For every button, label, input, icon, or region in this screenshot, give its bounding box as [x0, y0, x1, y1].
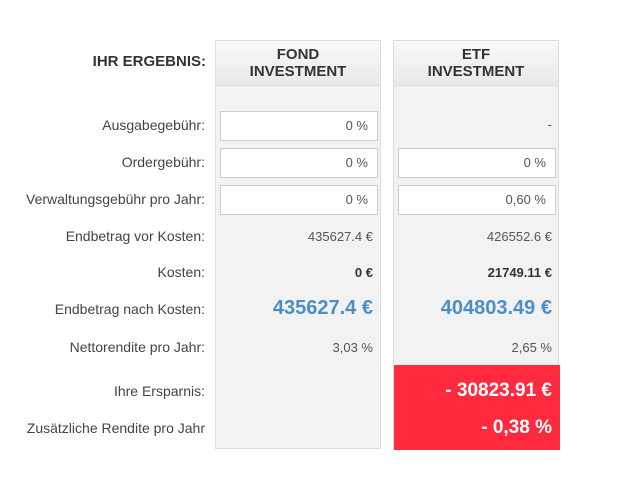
- ordergebuehr-label: Ordergebühr:: [121, 154, 205, 170]
- zusaetzliche-rendite-value: - 0,38 %: [481, 417, 552, 438]
- fond-ordergebuehr-input[interactable]: 0 %: [220, 148, 378, 178]
- etf-title-line1: ETF: [461, 46, 491, 63]
- etf-ordergebuehr-input[interactable]: 0 %: [398, 148, 556, 178]
- endbetrag-vor-kosten-label: Endbetrag vor Kosten:: [65, 228, 205, 244]
- fond-endbetrag-nach-kosten: 435627.4 €: [272, 297, 373, 319]
- verwaltungsgebuehr-label: Verwaltungsgebühr pro Jahr:: [26, 191, 205, 207]
- fond-title-line1: FOND: [276, 46, 320, 63]
- etf-nettorendite: 2,65 %: [511, 340, 552, 355]
- ersparnis-label: Ihre Ersparnis:: [113, 383, 205, 399]
- ausgabegebuehr-label: Ausgabegebühr:: [102, 117, 205, 133]
- fond-title-line2: INVESTMENT: [249, 63, 347, 80]
- fond-column: FOND INVESTMENT: [215, 40, 381, 449]
- fond-verwaltungsgebuehr-input[interactable]: 0 %: [220, 185, 378, 215]
- savings-panel: [394, 365, 560, 450]
- etf-title-line2: INVESTMENT: [427, 63, 525, 80]
- etf-column-header: ETF INVESTMENT: [394, 41, 558, 86]
- etf-endbetrag-vor-kosten: 426552.6 €: [486, 229, 552, 244]
- endbetrag-nach-kosten-label: Endbetrag nach Kosten:: [54, 301, 205, 317]
- etf-ausgabegebuehr-value: -: [547, 117, 552, 132]
- fond-nettorendite: 3,03 %: [332, 340, 373, 355]
- etf-kosten: 21749.11 €: [487, 265, 552, 280]
- result-heading: IHR ERGEBNIS:: [92, 53, 206, 70]
- ersparnis-value: - 30823.91 €: [445, 380, 552, 401]
- fond-endbetrag-vor-kosten: 435627.4 €: [307, 229, 373, 244]
- zusaetzliche-rendite-label: Zusätzliche Rendite pro Jahr: [26, 420, 205, 436]
- etf-verwaltungsgebuehr-input[interactable]: 0,60 %: [398, 185, 556, 215]
- fond-column-header: FOND INVESTMENT: [216, 41, 380, 86]
- fond-kosten: 0 €: [354, 265, 373, 280]
- etf-endbetrag-nach-kosten: 404803.49 €: [440, 297, 552, 319]
- kosten-label: Kosten:: [157, 264, 205, 280]
- nettorendite-label: Nettorendite pro Jahr:: [69, 339, 205, 355]
- fond-ausgabegebuehr-input[interactable]: 0 %: [220, 111, 378, 141]
